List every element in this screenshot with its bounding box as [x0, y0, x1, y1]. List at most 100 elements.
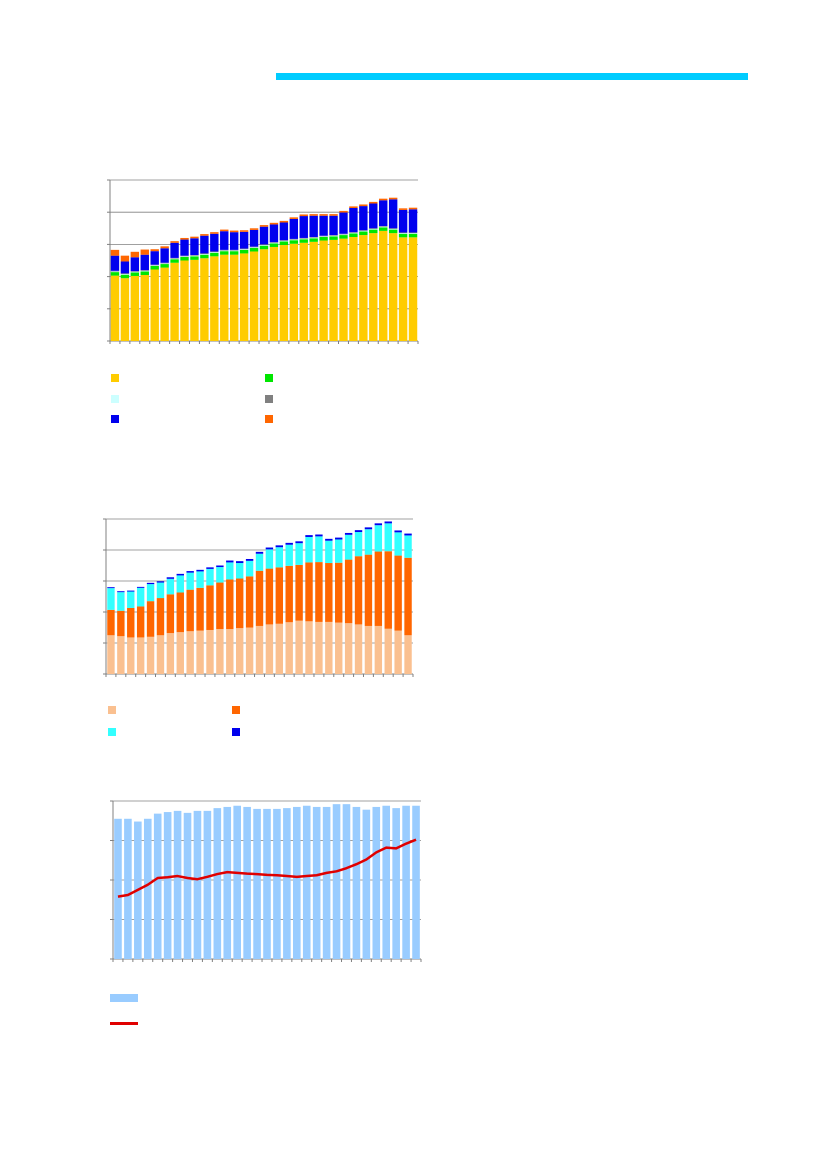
bar [243, 806, 251, 959]
bar-segment [384, 551, 392, 629]
bar-segment [398, 237, 408, 341]
bar-segment [259, 245, 269, 250]
bar-segment [309, 214, 318, 216]
bar-segment [398, 232, 408, 234]
bar-segment [160, 263, 169, 265]
bar-segment [354, 624, 363, 674]
bar-segment [226, 562, 234, 580]
bar-segment [255, 570, 264, 626]
bar-segment [289, 238, 299, 240]
bar-segment [180, 256, 189, 257]
bar [293, 806, 301, 959]
bar-segment [259, 225, 269, 227]
bar-segment [315, 562, 323, 622]
bar-segment [226, 629, 234, 674]
bar-segment [339, 235, 348, 239]
bar-segment [335, 537, 343, 540]
bar-segment [335, 622, 343, 674]
bar-segment [196, 587, 204, 631]
legend-line-swatch [110, 1022, 138, 1025]
bar-segment [349, 232, 358, 234]
bar-segment [305, 562, 313, 622]
bar-segment [170, 257, 179, 259]
bar-segment [220, 229, 229, 232]
bar-segment [190, 255, 199, 256]
bar-segment [239, 253, 249, 341]
bar-segment [107, 587, 115, 589]
bar-segment [166, 578, 175, 595]
bar-segment [354, 556, 363, 625]
legend-swatch [108, 706, 116, 714]
bar-segment [210, 252, 219, 257]
bar-segment [364, 527, 373, 530]
bar-segment [275, 567, 284, 624]
bar-segment [319, 240, 328, 341]
bar-segment [275, 623, 284, 674]
bar-segment [110, 275, 120, 341]
bar-segment [259, 244, 269, 246]
bar-segment [289, 218, 299, 239]
bar-segment [379, 200, 388, 227]
bar-segment [354, 532, 363, 557]
bar-segment [315, 536, 323, 563]
bar-segment [120, 278, 130, 341]
bar-segment [319, 236, 328, 241]
bar-segment [136, 587, 145, 607]
bar-segment [398, 233, 408, 234]
bar-segment [176, 632, 184, 674]
legend-swatch [232, 728, 240, 736]
bar-segment [150, 265, 159, 270]
bar-segment [305, 536, 313, 563]
bar-segment [196, 569, 204, 572]
bar-segment [150, 265, 159, 266]
bar-segment [180, 255, 189, 257]
bar-segment [229, 230, 239, 233]
bar-segment [166, 594, 175, 634]
bar-segment [117, 610, 125, 637]
bar-segment [255, 553, 264, 571]
bar-segment [136, 606, 145, 638]
bar-segment [349, 232, 358, 233]
bar [412, 805, 420, 959]
bar-segment [117, 636, 125, 674]
bar-segment [210, 251, 219, 253]
bar [203, 810, 212, 959]
bar-segment [249, 251, 259, 341]
bar-segment [279, 245, 289, 341]
bar-segment [146, 582, 155, 585]
bar-segment [394, 530, 402, 533]
bar-segment [146, 636, 155, 674]
bar-segment [226, 560, 234, 563]
bar-segment [249, 247, 259, 248]
bar-segment [130, 271, 140, 272]
bar-segment [150, 249, 159, 252]
bar-segment [110, 271, 120, 273]
bar-segment [229, 250, 239, 252]
bar-segment [309, 238, 318, 242]
bar-segment [359, 230, 368, 232]
bar [213, 808, 222, 959]
bar-segment [259, 245, 269, 246]
bar-segment [359, 204, 368, 207]
bar-segment [285, 544, 293, 566]
bar-segment [210, 233, 219, 252]
bar-segment [384, 523, 392, 552]
bar-segment [408, 209, 418, 233]
bar-segment [190, 236, 199, 239]
bar-segment [160, 262, 169, 264]
header-accent-bar [276, 73, 748, 80]
bar-segment [160, 248, 169, 263]
bar-segment [245, 627, 254, 674]
legend-swatch [265, 395, 273, 403]
bar-segment [339, 234, 348, 236]
bar-segment [299, 237, 308, 239]
bar [153, 813, 162, 959]
bar [253, 808, 261, 959]
bar-segment [107, 588, 115, 610]
bar-segment [220, 249, 229, 251]
bar [273, 808, 281, 959]
bar-segment [150, 251, 159, 265]
bar [223, 806, 232, 959]
bar-segment [394, 532, 402, 556]
bar-segment [120, 273, 130, 275]
